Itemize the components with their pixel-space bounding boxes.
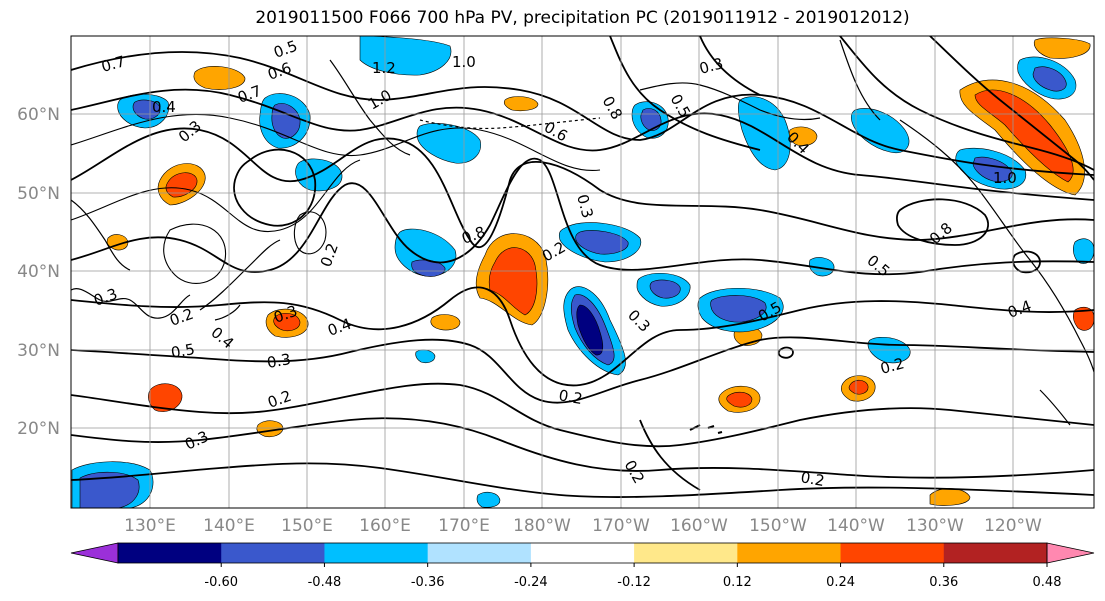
figure-title: 2019011500 F066 700 hPa PV, precipitatio… — [255, 8, 910, 28]
na-west-coastline — [899, 119, 1094, 373]
contour-label: 0.3 — [573, 192, 597, 220]
colorbar-segment — [840, 543, 945, 563]
colorbar-tick-label: 0.36 — [929, 575, 958, 590]
contour-label: 0.7 — [99, 52, 127, 76]
colorbar-tick-label: -0.60 — [204, 575, 238, 590]
precip-negative-region — [850, 108, 910, 154]
lon-tick-label: 160°E — [359, 516, 411, 536]
lon-tick-label: 130°E — [124, 516, 176, 536]
contour-label: 0.2 — [557, 386, 584, 408]
pv-contours — [71, 36, 1094, 498]
colorbar-tick-label: 0.24 — [826, 575, 855, 590]
precip-positive-region — [503, 96, 539, 112]
precip-negative-region — [476, 491, 501, 508]
precip-positive-core — [273, 313, 301, 332]
precip-negative-deep — [576, 304, 604, 356]
colorbar-segments — [70, 542, 1095, 564]
lon-tick-label: 170°E — [438, 516, 490, 536]
colorbar-tick-label: -0.24 — [514, 575, 548, 590]
lon-tick-label: 160°W — [670, 516, 728, 536]
colorbar-segment — [324, 543, 429, 563]
precip-positive-core — [848, 379, 869, 395]
precip-positive-region — [193, 66, 246, 90]
colorbar-segment — [118, 543, 222, 563]
colorbar-segment — [737, 543, 842, 563]
plot-frame — [70, 35, 1095, 509]
colorbar-tick-label: 0.48 — [1033, 575, 1062, 590]
contour-label: 0.3 — [697, 54, 725, 78]
lat-tick-label: 20°N — [17, 419, 60, 439]
precip-positive-region — [256, 420, 284, 438]
lon-tick-label: 150°W — [749, 516, 807, 536]
precip-negative-core — [972, 156, 1013, 182]
lon-tick-label: 120°W — [984, 516, 1042, 536]
precip-negative-core — [271, 103, 301, 139]
baja-coastline — [1039, 389, 1071, 426]
contour-label: 0.4 — [152, 98, 176, 116]
lon-axis: 130°E 140°E 150°E 160°E 170°E 180°W 170°W 160°W… — [124, 516, 1042, 536]
precip-negative-core — [649, 279, 681, 299]
colorbar-segment — [427, 543, 532, 563]
contour-label: 0.5 — [170, 340, 197, 362]
lon-tick-label: 130°W — [906, 516, 964, 536]
precip-positive-region — [1033, 37, 1091, 59]
lat-tick-label: 30°N — [17, 341, 60, 361]
lat-tick-label: 60°N — [17, 105, 60, 125]
colorbar-segment — [530, 543, 635, 563]
lon-tick-label: 140°E — [203, 516, 255, 536]
colorbar-tick-label: 0.12 — [723, 575, 752, 590]
precip-negative-region — [1073, 238, 1094, 264]
lat-tick-label: 50°N — [17, 184, 60, 204]
asia-coastline — [71, 199, 191, 319]
pv-contours-thin — [71, 113, 601, 284]
colorbar-tick-label: -0.48 — [308, 575, 342, 590]
lat-tick-label: 40°N — [17, 262, 60, 282]
precip-positive-core — [488, 247, 538, 316]
lon-tick-label: 150°E — [281, 516, 333, 536]
contour-label: 1.0 — [993, 169, 1017, 187]
graticule — [71, 36, 1094, 508]
map-plot: 0.7 0.5 0.6 1.2 1.0 0.3 0.8 0.5 0.4 0.7 … — [17, 35, 1095, 536]
colorbar-extend-high — [1046, 542, 1095, 564]
contour-label: 0.2 — [799, 468, 826, 490]
contour-label: 0.2 — [878, 354, 906, 378]
contour-label: 1.0 — [452, 53, 476, 71]
contour-label: 0.3 — [266, 350, 293, 372]
colorbar-tick-label: -0.36 — [411, 575, 445, 590]
precip-shading — [71, 36, 1094, 508]
precip-negative-core — [1032, 66, 1067, 92]
lon-tick-label: 180°W — [513, 516, 571, 536]
precip-positive-region — [929, 488, 971, 506]
precip-negative-region — [359, 36, 452, 76]
kamchatka-coastline — [329, 59, 411, 156]
aleutian-islands — [419, 117, 601, 130]
lat-axis: 20°N 30°N 40°N 50°N 60°N — [17, 105, 60, 439]
colorbar-frame — [117, 542, 1048, 564]
precip-positive-core — [726, 391, 753, 408]
lon-tick-label: 170°W — [592, 516, 650, 536]
precip-positive-region — [1073, 306, 1094, 331]
precip-positive-core — [974, 89, 1074, 183]
colorbar-segment — [221, 543, 325, 563]
colorbar-segment — [634, 543, 738, 563]
colorbar-tick-label: -0.12 — [617, 575, 651, 590]
colorbar-ticks: -0.60 -0.48 -0.36 -0.24 -0.12 0.12 0.24 0.36 0.4… — [204, 563, 1062, 590]
precip-positive-region — [430, 314, 461, 331]
precip-negative-core — [575, 230, 629, 255]
contour-label: 1.2 — [372, 59, 396, 77]
lon-tick-label: 140°W — [827, 516, 885, 536]
precip-negative-core — [710, 295, 767, 323]
colorbar-segment — [943, 543, 1048, 563]
precip-negative-core — [79, 471, 140, 508]
colorbar-extend-low — [70, 542, 119, 564]
